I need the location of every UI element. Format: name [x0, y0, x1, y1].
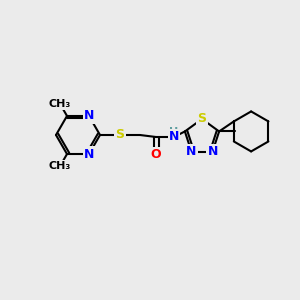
Text: N: N [84, 148, 94, 160]
Text: N: N [84, 110, 94, 122]
Text: N: N [169, 130, 179, 143]
Text: N: N [186, 145, 197, 158]
Text: S: S [116, 128, 124, 142]
Text: N: N [207, 145, 218, 158]
Text: O: O [151, 148, 161, 161]
Text: S: S [197, 112, 206, 125]
Text: H: H [169, 127, 178, 137]
Text: CH₃: CH₃ [49, 161, 71, 171]
Text: CH₃: CH₃ [49, 99, 71, 109]
